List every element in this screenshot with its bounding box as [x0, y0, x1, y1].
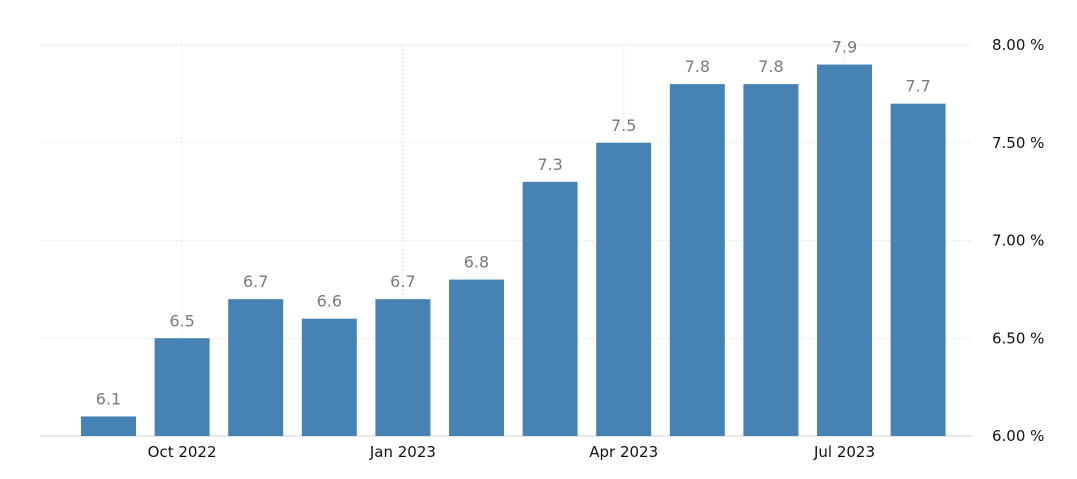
- x-tick-label: Jul 2023: [813, 443, 875, 461]
- y-tick-label: 7.50 %: [992, 134, 1044, 152]
- bar: [596, 142, 652, 436]
- bar-value-label: 6.8: [464, 253, 489, 272]
- y-tick-label: 7.00 %: [992, 232, 1044, 250]
- bar-value-label: 7.9: [832, 38, 857, 57]
- bar: [81, 416, 136, 436]
- bar: [449, 279, 504, 436]
- bar-value-label: 7.8: [758, 57, 783, 76]
- bar-value-label: 7.3: [537, 155, 562, 174]
- bar: [375, 299, 431, 436]
- x-tick-label: Oct 2022: [148, 443, 217, 461]
- bar: [743, 84, 799, 436]
- bar: [301, 318, 357, 436]
- x-tick-label: Apr 2023: [589, 443, 658, 461]
- bar: [817, 64, 872, 437]
- bar-value-label: 6.5: [169, 311, 194, 330]
- y-tick-label: 8.00 %: [992, 36, 1044, 54]
- y-tick-label: 6.00 %: [992, 427, 1044, 445]
- y-tick-label: 6.50 %: [992, 329, 1044, 347]
- bar: [228, 299, 284, 436]
- x-axis: Oct 2022 Jan 2023 Apr 2023 Jul 2023: [148, 443, 875, 461]
- bar-value-label: 7.5: [611, 116, 636, 135]
- data-labels: 6.1 6.5 6.7 6.6 6.7 6.8 7.3 7.5 7.8 7.8 7.9 7.7: [96, 38, 931, 409]
- y-axis: 6.00 % 6.50 % 7.00 % 7.50 % 8.00 %: [992, 36, 1044, 445]
- bar: [890, 103, 946, 437]
- bar: [669, 84, 725, 436]
- bar-value-label: 7.7: [905, 77, 930, 96]
- bars: [81, 64, 946, 437]
- x-tick-label: Jan 2023: [369, 443, 436, 461]
- bar-value-label: 6.7: [390, 272, 415, 291]
- bar-value-label: 6.7: [243, 272, 268, 291]
- bar-value-label: 6.1: [96, 389, 121, 408]
- bar: [154, 338, 210, 436]
- bar-value-label: 7.8: [685, 57, 710, 76]
- bar-value-label: 6.6: [317, 292, 342, 311]
- bar: [522, 181, 578, 436]
